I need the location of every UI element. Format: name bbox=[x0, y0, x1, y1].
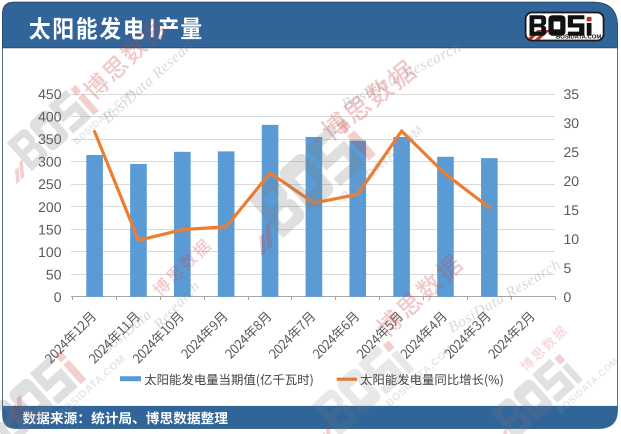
svg-text:15: 15 bbox=[564, 202, 580, 218]
svg-text:5: 5 bbox=[564, 260, 572, 276]
svg-text:BOSIDATA.COM: BOSIDATA.COM bbox=[556, 33, 601, 40]
svg-text:25: 25 bbox=[564, 144, 580, 160]
svg-text:20: 20 bbox=[564, 173, 580, 189]
svg-text:250: 250 bbox=[38, 176, 62, 192]
svg-text:350: 350 bbox=[38, 131, 62, 147]
svg-text:10: 10 bbox=[564, 231, 580, 247]
svg-text:0: 0 bbox=[564, 289, 572, 305]
svg-text:300: 300 bbox=[38, 154, 62, 170]
svg-text:0: 0 bbox=[54, 289, 62, 305]
svg-text:400: 400 bbox=[38, 109, 62, 125]
svg-text:30: 30 bbox=[564, 115, 580, 131]
svg-text:150: 150 bbox=[38, 221, 62, 237]
svg-text:50: 50 bbox=[46, 266, 62, 282]
svg-text:100: 100 bbox=[38, 244, 62, 260]
svg-text:35: 35 bbox=[564, 86, 580, 102]
svg-text:450: 450 bbox=[38, 86, 62, 102]
svg-text:200: 200 bbox=[38, 199, 62, 215]
